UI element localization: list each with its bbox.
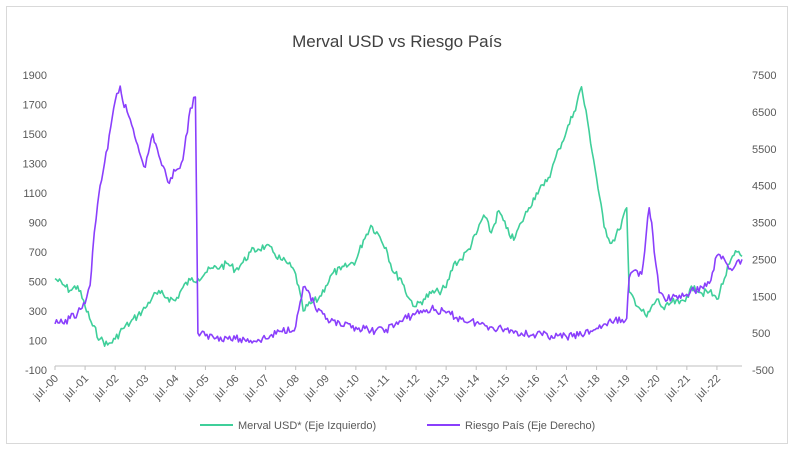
x-tick-label: jul.-17 — [542, 373, 572, 403]
left-tick-label: -100 — [25, 365, 47, 377]
left-tick-label: 1900 — [23, 70, 47, 82]
right-tick-label: 7500 — [752, 70, 776, 82]
chart-frame: Merval USD vs Riesgo País -100 100 300 500 7… — [6, 6, 788, 444]
x-tick-label: jul.-21 — [663, 373, 693, 403]
x-tick-label: jul.-15 — [482, 373, 512, 403]
series-line-merval — [54, 86, 743, 347]
right-tick-label: 1500 — [752, 291, 776, 303]
left-axis-ticks: -100 100 300 500 700 900 1100 1300 1500 1700 1900 — [23, 70, 47, 377]
chart-title: Merval USD vs Riesgo País — [292, 32, 502, 51]
left-tick-label: 900 — [29, 218, 47, 230]
x-tick-label: jul.-18 — [572, 373, 602, 403]
right-tick-label: -500 — [752, 365, 774, 377]
right-tick-label: 2500 — [752, 254, 776, 266]
x-tick-label: jul.-10 — [332, 373, 362, 403]
x-tick-label: jul.-07 — [241, 373, 271, 403]
x-tick-label: jul.-05 — [181, 373, 211, 403]
x-axis-ticks: jul.-00 jul.-01 jul.-02 jul.-03 jul.-04 jul.-… — [31, 366, 723, 403]
x-tick-label: jul.-16 — [512, 373, 542, 403]
x-tick-label: jul.-09 — [302, 373, 332, 403]
series-line-riesgo — [54, 85, 743, 344]
x-tick-label: jul.-13 — [422, 373, 452, 403]
left-tick-label: 300 — [29, 306, 47, 318]
left-tick-label: 1100 — [23, 188, 47, 200]
x-tick-label: jul.-11 — [362, 373, 392, 403]
x-tick-label: jul.-06 — [211, 373, 241, 403]
right-tick-label: 500 — [752, 328, 770, 340]
x-tick-label: jul.-02 — [91, 373, 121, 403]
left-tick-label: 1300 — [23, 159, 47, 171]
left-tick-label: 1700 — [23, 100, 47, 112]
x-tick-label: jul.-22 — [693, 373, 723, 403]
x-tick-label: jul.-03 — [121, 373, 151, 403]
x-tick-label: jul.-04 — [151, 373, 181, 403]
x-tick-label: jul.-00 — [31, 373, 61, 403]
right-tick-label: 4500 — [752, 181, 776, 193]
left-tick-label: 1500 — [23, 129, 47, 141]
series-group — [54, 85, 743, 347]
legend-label-riesgo: Riesgo País (Eje Derecho) — [465, 420, 595, 432]
left-tick-label: 100 — [29, 336, 47, 348]
right-tick-label: 3500 — [752, 218, 776, 230]
right-axis-ticks: -500 500 1500 2500 3500 4500 5500 6500 7500 — [752, 70, 776, 377]
x-tick-label: jul.-19 — [602, 373, 632, 403]
x-tick-label: jul.-01 — [61, 373, 91, 403]
chart-svg: Merval USD vs Riesgo País -100 100 300 500 7… — [23, 32, 777, 432]
x-tick-label: jul.-12 — [392, 373, 422, 403]
left-tick-label: 700 — [29, 247, 47, 259]
x-tick-label: jul.-20 — [632, 373, 662, 403]
right-tick-label: 5500 — [752, 144, 776, 156]
x-tick-label: jul.-14 — [452, 373, 482, 403]
left-tick-label: 500 — [29, 277, 47, 289]
x-tick-label: jul.-08 — [271, 373, 301, 403]
legend: Merval USD* (Eje Izquierdo) Riesgo País … — [200, 420, 595, 432]
right-tick-label: 6500 — [752, 107, 776, 119]
legend-label-merval: Merval USD* (Eje Izquierdo) — [238, 420, 376, 432]
